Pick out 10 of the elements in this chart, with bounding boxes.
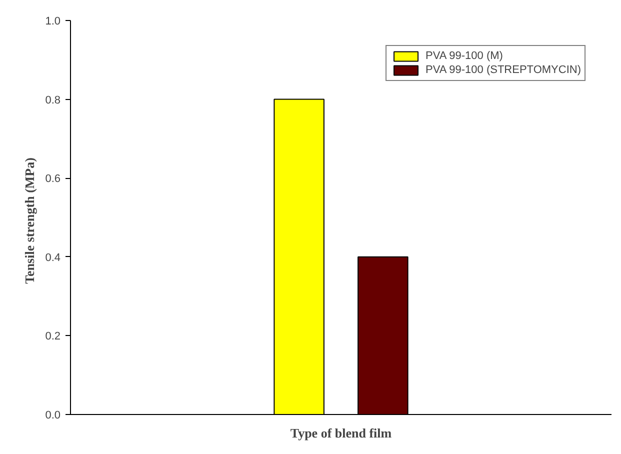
y-tick-label: 0.2: [45, 330, 61, 343]
y-tick-label: 0.8: [45, 94, 61, 106]
legend-label: PVA 99-100 (M): [426, 50, 503, 62]
y-tick-label: 0.6: [45, 173, 61, 186]
y-tick-label: 0.0: [45, 410, 61, 422]
y-axis-title: Tensile strength (MPa): [22, 158, 38, 284]
x-axis-title: Type of blend film: [290, 426, 392, 440]
legend-label: PVA 99-100 (STREPTOMYCIN): [426, 64, 581, 76]
y-tick-label: 1.0: [45, 16, 61, 28]
y-tick-label: 0.4: [45, 252, 61, 264]
